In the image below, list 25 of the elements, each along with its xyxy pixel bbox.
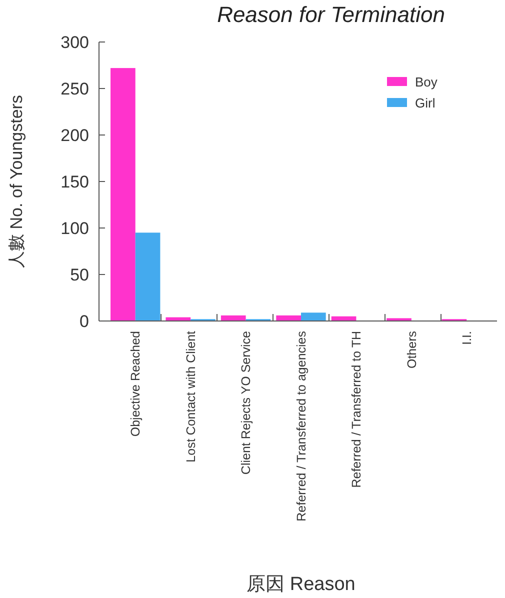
bar xyxy=(301,312,326,321)
x-tick-label: Others xyxy=(404,331,419,369)
x-axis-title: 原因 Reason xyxy=(246,574,356,595)
x-tick-label: Referred / Transferred to agencies xyxy=(294,331,308,522)
legend-label: Boy xyxy=(415,74,438,90)
y-tick-label: 250 xyxy=(60,79,89,98)
y-tick-label: 200 xyxy=(60,126,89,145)
bar xyxy=(135,232,160,321)
chart-title: Reason for Termination xyxy=(217,2,445,27)
x-tick-label: Lost Contact with Client xyxy=(184,330,198,462)
y-tick-label: 100 xyxy=(60,218,89,238)
y-tick-label: 150 xyxy=(60,172,89,192)
y-tick-label: 300 xyxy=(60,32,89,52)
y-tick-label: 0 xyxy=(80,312,89,331)
y-axis-title: 人數 No. of Youngsters xyxy=(7,95,26,268)
x-tick-label: Objective Reached xyxy=(128,330,143,437)
bar xyxy=(276,315,301,321)
bar xyxy=(386,318,412,321)
x-tick-label: Referred / Transferred to TH xyxy=(350,331,364,488)
x-tick-label: Client Rejects YO Service xyxy=(239,330,254,475)
bar xyxy=(220,315,246,321)
x-tick-label: I.I. xyxy=(460,331,474,345)
y-tick-label: 50 xyxy=(70,265,89,284)
bar xyxy=(110,68,136,321)
legend-label: Girl xyxy=(415,96,436,111)
